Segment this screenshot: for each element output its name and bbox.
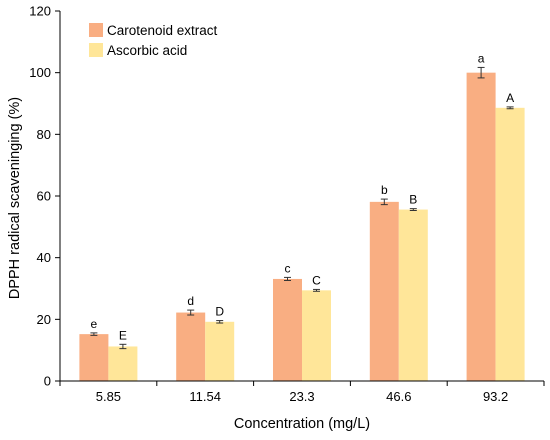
significance-label: c xyxy=(285,261,291,275)
significance-label: B xyxy=(409,193,417,207)
x-tick-label: 5.85 xyxy=(96,389,121,404)
bar xyxy=(302,290,331,381)
significance-label: C xyxy=(312,273,321,287)
significance-label: A xyxy=(506,91,514,105)
bar xyxy=(108,346,138,381)
x-tick-label: 23.3 xyxy=(289,389,314,404)
significance-label: d xyxy=(187,294,194,308)
significance-label: b xyxy=(381,183,388,197)
significance-label: E xyxy=(119,328,127,342)
x-axis-title: Concentration (mg/L) xyxy=(234,416,370,432)
bar xyxy=(495,107,525,382)
bar xyxy=(176,312,206,381)
significance-label: e xyxy=(91,317,98,331)
x-tick-label: 11.54 xyxy=(189,389,221,404)
y-tick-label: 40 xyxy=(37,250,51,265)
legend-swatch xyxy=(89,43,103,57)
legend-label: Ascorbic acid xyxy=(107,43,187,58)
bar xyxy=(273,278,302,381)
legend: Carotenoid extract Ascorbic acid xyxy=(89,23,218,58)
x-tick-label: 93.2 xyxy=(483,389,508,404)
significance-label: a xyxy=(478,51,485,65)
y-axis-title: DPPH radical scaveninging (%) xyxy=(7,97,23,299)
bar xyxy=(398,209,428,381)
y-tick-label: 60 xyxy=(37,189,51,204)
legend-label: Carotenoid extract xyxy=(107,23,218,38)
y-tick-label: 0 xyxy=(44,374,51,389)
axes-layer: 0 20 40 60 80 100 120 5.85 11.54 23.3 46.6 93.2 xyxy=(29,4,545,404)
bar xyxy=(205,321,235,381)
bar xyxy=(369,201,399,381)
bar xyxy=(79,334,109,381)
significance-label: D xyxy=(215,305,224,319)
y-tick-label: 80 xyxy=(37,127,51,142)
bar xyxy=(466,72,496,382)
x-tick-label: 46.6 xyxy=(386,389,411,404)
bars-layer: e d c b a E D C B A xyxy=(79,51,525,382)
y-tick-label: 120 xyxy=(29,4,51,19)
y-tick-label: 100 xyxy=(29,65,51,80)
legend-swatch xyxy=(89,23,103,37)
y-tick-label: 20 xyxy=(37,312,51,327)
